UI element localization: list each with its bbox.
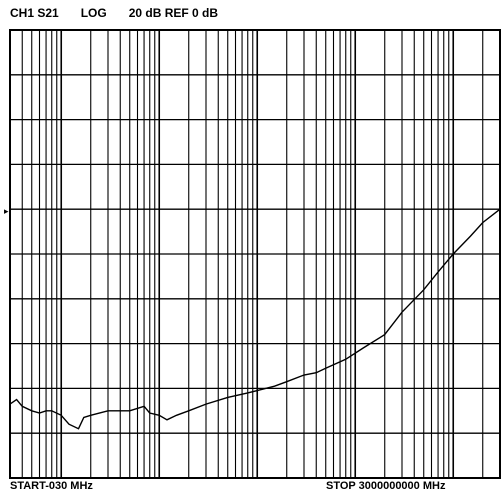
header: CH1 S21 LOG 20 dB REF 0 dB xyxy=(10,6,240,20)
format-label: LOG xyxy=(80,6,107,20)
horizontal-grid xyxy=(10,29,500,479)
plot-frame xyxy=(9,29,501,479)
channel-label: CH1 S21 xyxy=(10,6,59,20)
trace-line xyxy=(9,208,501,430)
scale-ref-label: 20 dB REF 0 dB xyxy=(128,6,219,20)
reference-marker: ▸ xyxy=(4,207,9,217)
stop-frequency: STOP 3000000000 MHz xyxy=(326,480,446,492)
start-frequency: START-030 MHz xyxy=(10,480,93,492)
